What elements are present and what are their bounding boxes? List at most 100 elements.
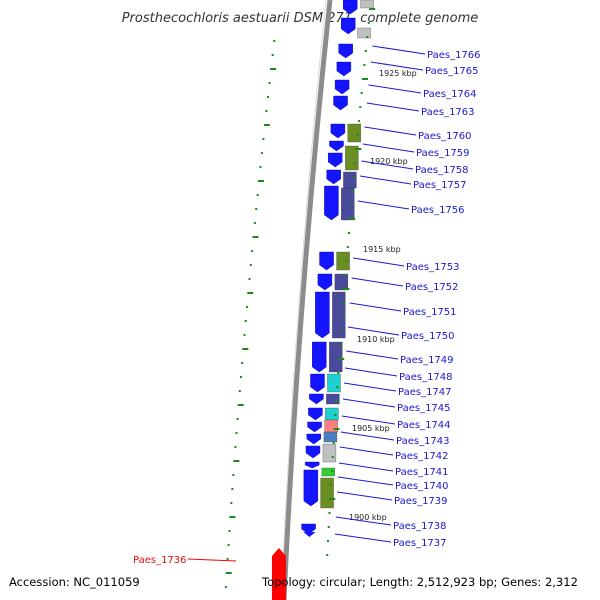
gene-label[interactable]: Paes_1738 [393, 521, 447, 532]
map-title: Prosthecochloris aestuarii DSM 271, comp… [122, 11, 479, 26]
gene-label[interactable]: Paes_1739 [394, 496, 448, 507]
gc-dash [245, 306, 248, 308]
tick-mark [331, 456, 334, 458]
tick-mark [363, 64, 366, 66]
cds-arrow [334, 79, 350, 95]
kbp-label: 1915 kbp [363, 245, 401, 254]
gene-label[interactable]: Paes_1759 [416, 148, 470, 159]
kbp-label: 1905 kbp [352, 424, 390, 433]
gene-label[interactable]: Paes_1763 [421, 107, 475, 118]
cds-arrow [328, 152, 343, 168]
gene-label-highlighted[interactable]: Paes_1736 [133, 555, 187, 566]
cds-arrow [303, 532, 316, 537]
tick-mark [338, 358, 345, 360]
tick-mark [340, 330, 343, 332]
gene-label[interactable]: Paes_1753 [406, 262, 460, 273]
tick-mark [369, 8, 376, 10]
leader-line [349, 302, 402, 312]
gc-dash [263, 124, 270, 126]
gene-label[interactable]: Paes_1743 [396, 436, 450, 447]
gc-dash [224, 586, 227, 588]
tick-mark [349, 218, 356, 220]
leader-line [357, 200, 410, 210]
gc-dash [244, 320, 247, 322]
gc-track [224, 40, 277, 588]
gene-label[interactable]: Paes_1766 [427, 50, 481, 61]
leader-line [341, 415, 396, 425]
tick-mark [342, 302, 345, 304]
cog-block [320, 477, 334, 509]
tick-mark [359, 106, 362, 108]
leader-line [187, 558, 237, 562]
gene-label[interactable]: Paes_1740 [395, 481, 449, 492]
leader-line [368, 84, 422, 94]
gc-dash [258, 180, 265, 182]
gene-label[interactable]: Paes_1741 [395, 467, 449, 478]
gene-label[interactable]: Paes_1744 [397, 420, 451, 431]
gene-label[interactable]: Paes_1747 [398, 387, 452, 398]
gene-label[interactable]: Paes_1760 [418, 131, 472, 142]
cds-arrow [312, 341, 327, 373]
gene-label[interactable]: Paes_1742 [395, 451, 449, 462]
leader-line [337, 491, 393, 501]
tick-mark [326, 540, 329, 542]
genome-backbone [281, 0, 333, 600]
gc-dash [253, 222, 256, 224]
gc-dash [252, 236, 259, 238]
gc-dash [243, 334, 246, 336]
cds-arrow [308, 407, 323, 421]
gene-label[interactable]: Paes_1758 [415, 165, 469, 176]
cog-block [324, 419, 338, 433]
gene-label[interactable]: Paes_1756 [411, 205, 465, 216]
gene-label[interactable]: Paes_1748 [399, 372, 453, 383]
tick-mark [356, 134, 359, 136]
leader-line [346, 350, 399, 360]
tick-mark [361, 78, 368, 80]
leader-line [342, 398, 396, 408]
gene-label[interactable]: Paes_1751 [403, 307, 457, 318]
tick-mark [328, 512, 331, 514]
gc-dash [236, 418, 239, 420]
cds-arrow [336, 61, 352, 77]
tick-mark [330, 484, 333, 486]
leader-line [359, 175, 412, 185]
tick-mark [341, 316, 344, 318]
gc-dash [234, 446, 237, 448]
tick-mark [343, 288, 350, 290]
cog-block [323, 431, 338, 443]
gc-dash [266, 96, 269, 98]
tick-mark [360, 92, 363, 94]
leader-line [353, 257, 405, 267]
gc-dash [255, 208, 258, 210]
gene-label[interactable]: Paes_1764 [423, 89, 477, 100]
tick-mark [334, 414, 337, 416]
cog-block [347, 123, 361, 143]
gc-dash [262, 138, 265, 140]
leader-line [351, 277, 404, 287]
gc-dash [235, 432, 238, 434]
gc-dash [227, 544, 230, 546]
accession-text: Accession: NC_011059 [9, 575, 140, 589]
leader-lines [187, 45, 426, 562]
cds-arrow [319, 251, 334, 271]
cds-arrow [305, 461, 320, 469]
tick-mark [333, 428, 340, 430]
gene-label[interactable]: Paes_1765 [425, 66, 479, 77]
gene-label[interactable]: Paes_1750 [401, 331, 455, 342]
leader-line [334, 533, 392, 543]
leader-line [339, 446, 394, 456]
tick-mark [326, 554, 329, 556]
cds-arrow [301, 523, 316, 535]
gene-label[interactable]: Paes_1737 [393, 538, 447, 549]
gene-label[interactable]: Paes_1745 [397, 403, 451, 414]
gene-label[interactable]: Paes_1757 [413, 180, 467, 191]
gc-dash [251, 250, 254, 252]
cog-block [334, 273, 349, 291]
gc-dash [237, 404, 244, 406]
gene-label[interactable]: Paes_1752 [405, 282, 459, 293]
gc-dash [268, 82, 271, 84]
tick-mark [346, 246, 349, 248]
cds-arrow [303, 469, 319, 507]
gene-label[interactable]: Paes_1749 [400, 355, 454, 366]
